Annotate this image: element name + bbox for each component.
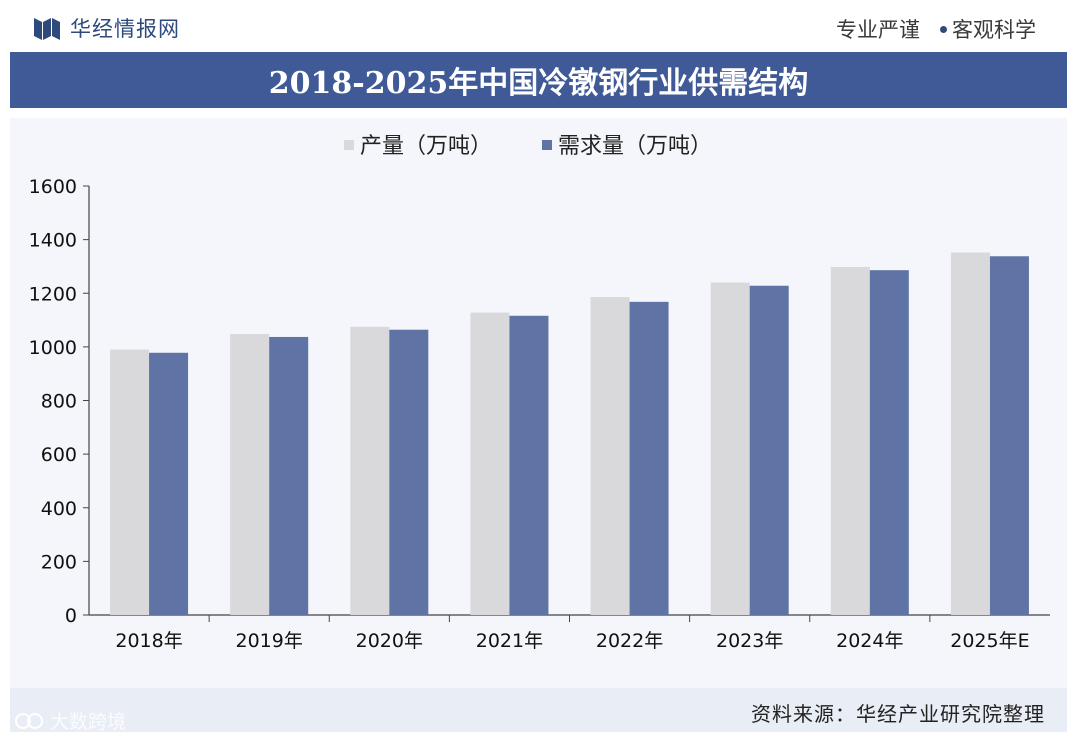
legend-label-demand: 需求量（万吨） — [558, 134, 712, 159]
brand-name: 华经情报网 — [70, 17, 180, 41]
legend-label-production: 产量（万吨） — [360, 134, 492, 159]
y-tick-label: 1200 — [29, 283, 77, 305]
x-tick-label: 2023年 — [716, 630, 783, 652]
x-tick-label: 2019年 — [236, 630, 303, 652]
watermark-text: 大数跨境 — [50, 711, 127, 733]
watermark-logo-icon — [15, 713, 43, 729]
x-tick-label: 2021年 — [476, 630, 543, 652]
bar-demand — [149, 352, 189, 615]
y-tick-label: 0 — [65, 605, 77, 627]
bar-production — [590, 297, 630, 615]
motto-right: 客观科学 — [952, 18, 1036, 42]
header-bar: 华经情报网 专业严谨 客观科学 — [0, 0, 1080, 52]
bar-production — [350, 326, 390, 615]
x-tick-label: 2024年 — [836, 630, 903, 652]
x-tick-label: 2018年 — [115, 630, 182, 652]
x-tick-label: 2025年E — [950, 630, 1029, 652]
y-tick-label: 1400 — [29, 230, 77, 252]
bar-production — [470, 312, 510, 615]
legend-swatch-production — [344, 140, 354, 150]
source-note: 资料来源：华经产业研究院整理 — [751, 702, 1045, 726]
bar-production — [230, 334, 270, 615]
bar-production — [950, 252, 990, 615]
bar-demand — [629, 301, 669, 615]
bar-demand — [389, 329, 429, 615]
x-tick-label: 2020年 — [356, 630, 423, 652]
bar-demand — [269, 336, 309, 615]
bar-demand — [749, 285, 789, 615]
chart-title: 2018-2025年中国冷镦钢行业供需结构 — [10, 52, 1067, 108]
bar-demand — [869, 270, 909, 615]
y-tick-label: 600 — [41, 444, 77, 466]
motto-left: 专业严谨 — [836, 18, 920, 42]
y-tick-label: 1000 — [29, 337, 77, 359]
bar-production — [830, 266, 870, 615]
logo-icon — [34, 18, 60, 40]
y-tick-label: 400 — [41, 498, 77, 520]
footer-bar: 资料来源：华经产业研究院整理 — [10, 688, 1067, 732]
x-tick-label: 2022年 — [596, 630, 663, 652]
bar-chart: 0 200 400 600 800 1000 1200 1400 1600 2018年 2019年 2… — [29, 134, 1050, 652]
bar-production — [110, 349, 150, 615]
bar-production — [710, 282, 750, 615]
y-tick-label: 800 — [41, 391, 77, 413]
y-tick-label: 1600 — [29, 176, 77, 198]
y-tick-label: 200 — [41, 551, 77, 573]
chart-panel: 0 200 400 600 800 1000 1200 1400 1600 2018年 2019年 2… — [10, 118, 1067, 688]
bar-demand — [989, 256, 1029, 615]
bar-demand — [509, 315, 549, 615]
motto-separator-dot — [940, 26, 947, 33]
legend-swatch-demand — [542, 140, 552, 150]
